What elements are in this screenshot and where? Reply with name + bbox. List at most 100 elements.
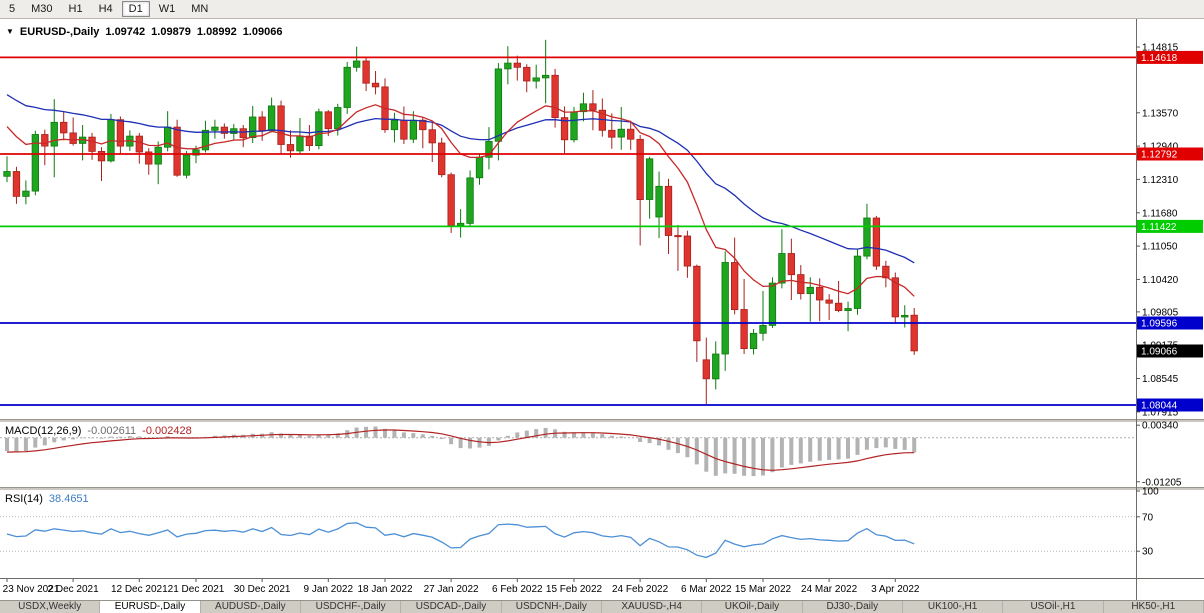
candle-body (286, 144, 295, 152)
candle-body (135, 135, 143, 153)
timeframe-button-h4[interactable]: H4 (98, 3, 113, 15)
candle-body (664, 185, 673, 236)
ohlc-open: 1.09742 (105, 26, 146, 38)
candle-body (466, 177, 474, 224)
candle-body (419, 119, 427, 131)
time-axis[interactable] (0, 579, 1136, 600)
candle-body (249, 116, 257, 139)
candle-body (579, 103, 588, 113)
candle-body (901, 314, 909, 318)
svg-text:23 Nov 2021: 23 Nov 2021 (3, 584, 60, 595)
tab-eurusd-daily[interactable]: EURUSD-,Daily (100, 601, 201, 613)
svg-text:24 Mar 2022: 24 Mar 2022 (801, 584, 858, 595)
svg-text:2 Dec 2021: 2 Dec 2021 (48, 584, 100, 595)
candle-body (88, 136, 96, 152)
candle-body (371, 82, 380, 88)
timeframe-button-mn[interactable]: MN (191, 3, 209, 15)
candle-body (844, 308, 852, 311)
price-axis[interactable] (1136, 19, 1204, 600)
svg-text:1.12792: 1.12792 (1141, 150, 1178, 161)
candle-body (145, 151, 153, 165)
candle-body (778, 253, 786, 284)
svg-text:6 Mar 2022: 6 Mar 2022 (681, 584, 732, 595)
svg-text:-0.01205: -0.01205 (1142, 477, 1182, 488)
svg-text:12 Dec 2021: 12 Dec 2021 (111, 584, 168, 595)
price-label-1.12792[interactable]: 1.12792 (1137, 147, 1203, 161)
timeframe-button-h1[interactable]: H1 (68, 3, 83, 15)
svg-text:1.07915: 1.07915 (1142, 407, 1179, 418)
macd-signal-line (6, 429, 915, 471)
tab-usdx-weekly[interactable]: USDX,Weekly (0, 601, 101, 613)
price-label-1.09596[interactable]: 1.09596 (1137, 316, 1203, 330)
candle-body (759, 324, 767, 334)
tab-uk100-h1[interactable]: UK100-,H1 (902, 601, 1004, 613)
svg-text:1.13570: 1.13570 (1142, 108, 1179, 119)
svg-text:100: 100 (1142, 487, 1159, 498)
time-axis-labels: 23 Nov 20212 Dec 2021 12 Dec 202121 Dec 2… (3, 579, 920, 595)
candle-body (655, 185, 663, 218)
price-label-1.11422[interactable]: 1.11422 (1137, 219, 1203, 233)
price-label-1.14618[interactable]: 1.14618 (1137, 50, 1203, 64)
svg-text:18 Jan 2022: 18 Jan 2022 (357, 584, 412, 595)
tab-xauusd-h4[interactable]: XAUUSD-,H4 (601, 601, 703, 613)
rsi-name: RSI(14) (5, 493, 43, 505)
tab-usoil-h1[interactable]: USOil-,H1 (1003, 601, 1104, 613)
candle-body (910, 314, 918, 352)
candle-body (277, 105, 285, 145)
tab-usdchf-daily[interactable]: USDCHF-,Daily (300, 601, 402, 613)
tab-hk50-h1[interactable]: HK50-,H1 (1103, 601, 1204, 613)
candle-body (825, 299, 833, 304)
svg-text:15 Mar 2022: 15 Mar 2022 (735, 584, 792, 595)
chart-canvas[interactable]: 23 Nov 20212 Dec 2021 12 Dec 202121 Dec 2… (0, 19, 1204, 600)
tab-dj30-daily[interactable]: DJ30-,Daily (802, 601, 903, 613)
timeframe-button-m30[interactable]: M30 (31, 3, 53, 15)
candle-body (182, 154, 191, 176)
tab-usdcad-daily[interactable]: USDCAD-,Daily (401, 601, 502, 613)
candle-body (494, 68, 503, 142)
ohlc-low: 1.08992 (196, 26, 237, 38)
candle-body (712, 353, 720, 380)
candle-body (60, 121, 68, 134)
candle-body (362, 60, 370, 84)
tab-audusd-daily[interactable]: AUDUSD-,Daily (200, 601, 301, 613)
candle-body (749, 332, 758, 349)
candle-body (352, 60, 361, 68)
candle-body (220, 126, 229, 134)
svg-text:1.12310: 1.12310 (1142, 175, 1179, 186)
timeframe-button-5[interactable]: 5 (9, 3, 16, 15)
macd-name: MACD(12,26,9) (5, 425, 82, 437)
candle-body (683, 235, 692, 267)
svg-text:9 Jan 2022: 9 Jan 2022 (304, 584, 354, 595)
timeframe-toolbar: 5 M30 H1 H4 D1 W1 MN (0, 0, 1204, 19)
candle-body (589, 103, 597, 111)
chart-plot-area[interactable] (0, 19, 1136, 419)
panel-splitter[interactable] (0, 419, 1204, 422)
timeframe-button-d1[interactable]: D1 (121, 1, 150, 17)
candle-body (853, 255, 862, 309)
candle-body (636, 138, 644, 201)
symbol-dropdown-icon[interactable]: ▼ (6, 27, 14, 36)
svg-text:6 Feb 2022: 6 Feb 2022 (492, 584, 543, 595)
svg-text:15 Feb 2022: 15 Feb 2022 (546, 584, 603, 595)
svg-text:1.12940: 1.12940 (1142, 142, 1179, 153)
svg-text:1.08044: 1.08044 (1141, 401, 1178, 412)
macd-panel (0, 426, 1136, 477)
candle-body (721, 262, 729, 355)
candle-body (768, 282, 777, 326)
tab-usdcnh-daily[interactable]: USDCNH-,Daily (501, 601, 602, 613)
tab-ukoil-daily[interactable]: UKOil-,Daily (702, 601, 803, 613)
timeframe-button-w1[interactable]: W1 (158, 3, 176, 15)
svg-text:21 Dec 2021: 21 Dec 2021 (168, 584, 225, 595)
svg-text:1.10420: 1.10420 (1142, 275, 1179, 286)
price-label-1.08044[interactable]: 1.08044 (1137, 398, 1203, 412)
panel-splitter[interactable] (0, 487, 1204, 490)
candle-body (154, 146, 162, 165)
svg-text:1.09596: 1.09596 (1141, 319, 1178, 330)
candle-body (731, 262, 739, 310)
svg-text:70: 70 (1142, 512, 1154, 523)
chart-symbol-period: EURUSD-,Daily (19, 26, 100, 38)
candle-body (627, 128, 635, 140)
candle-body (201, 129, 210, 151)
candle-body (532, 77, 540, 82)
price-label-1.09066[interactable]: 1.09066 (1137, 344, 1203, 358)
